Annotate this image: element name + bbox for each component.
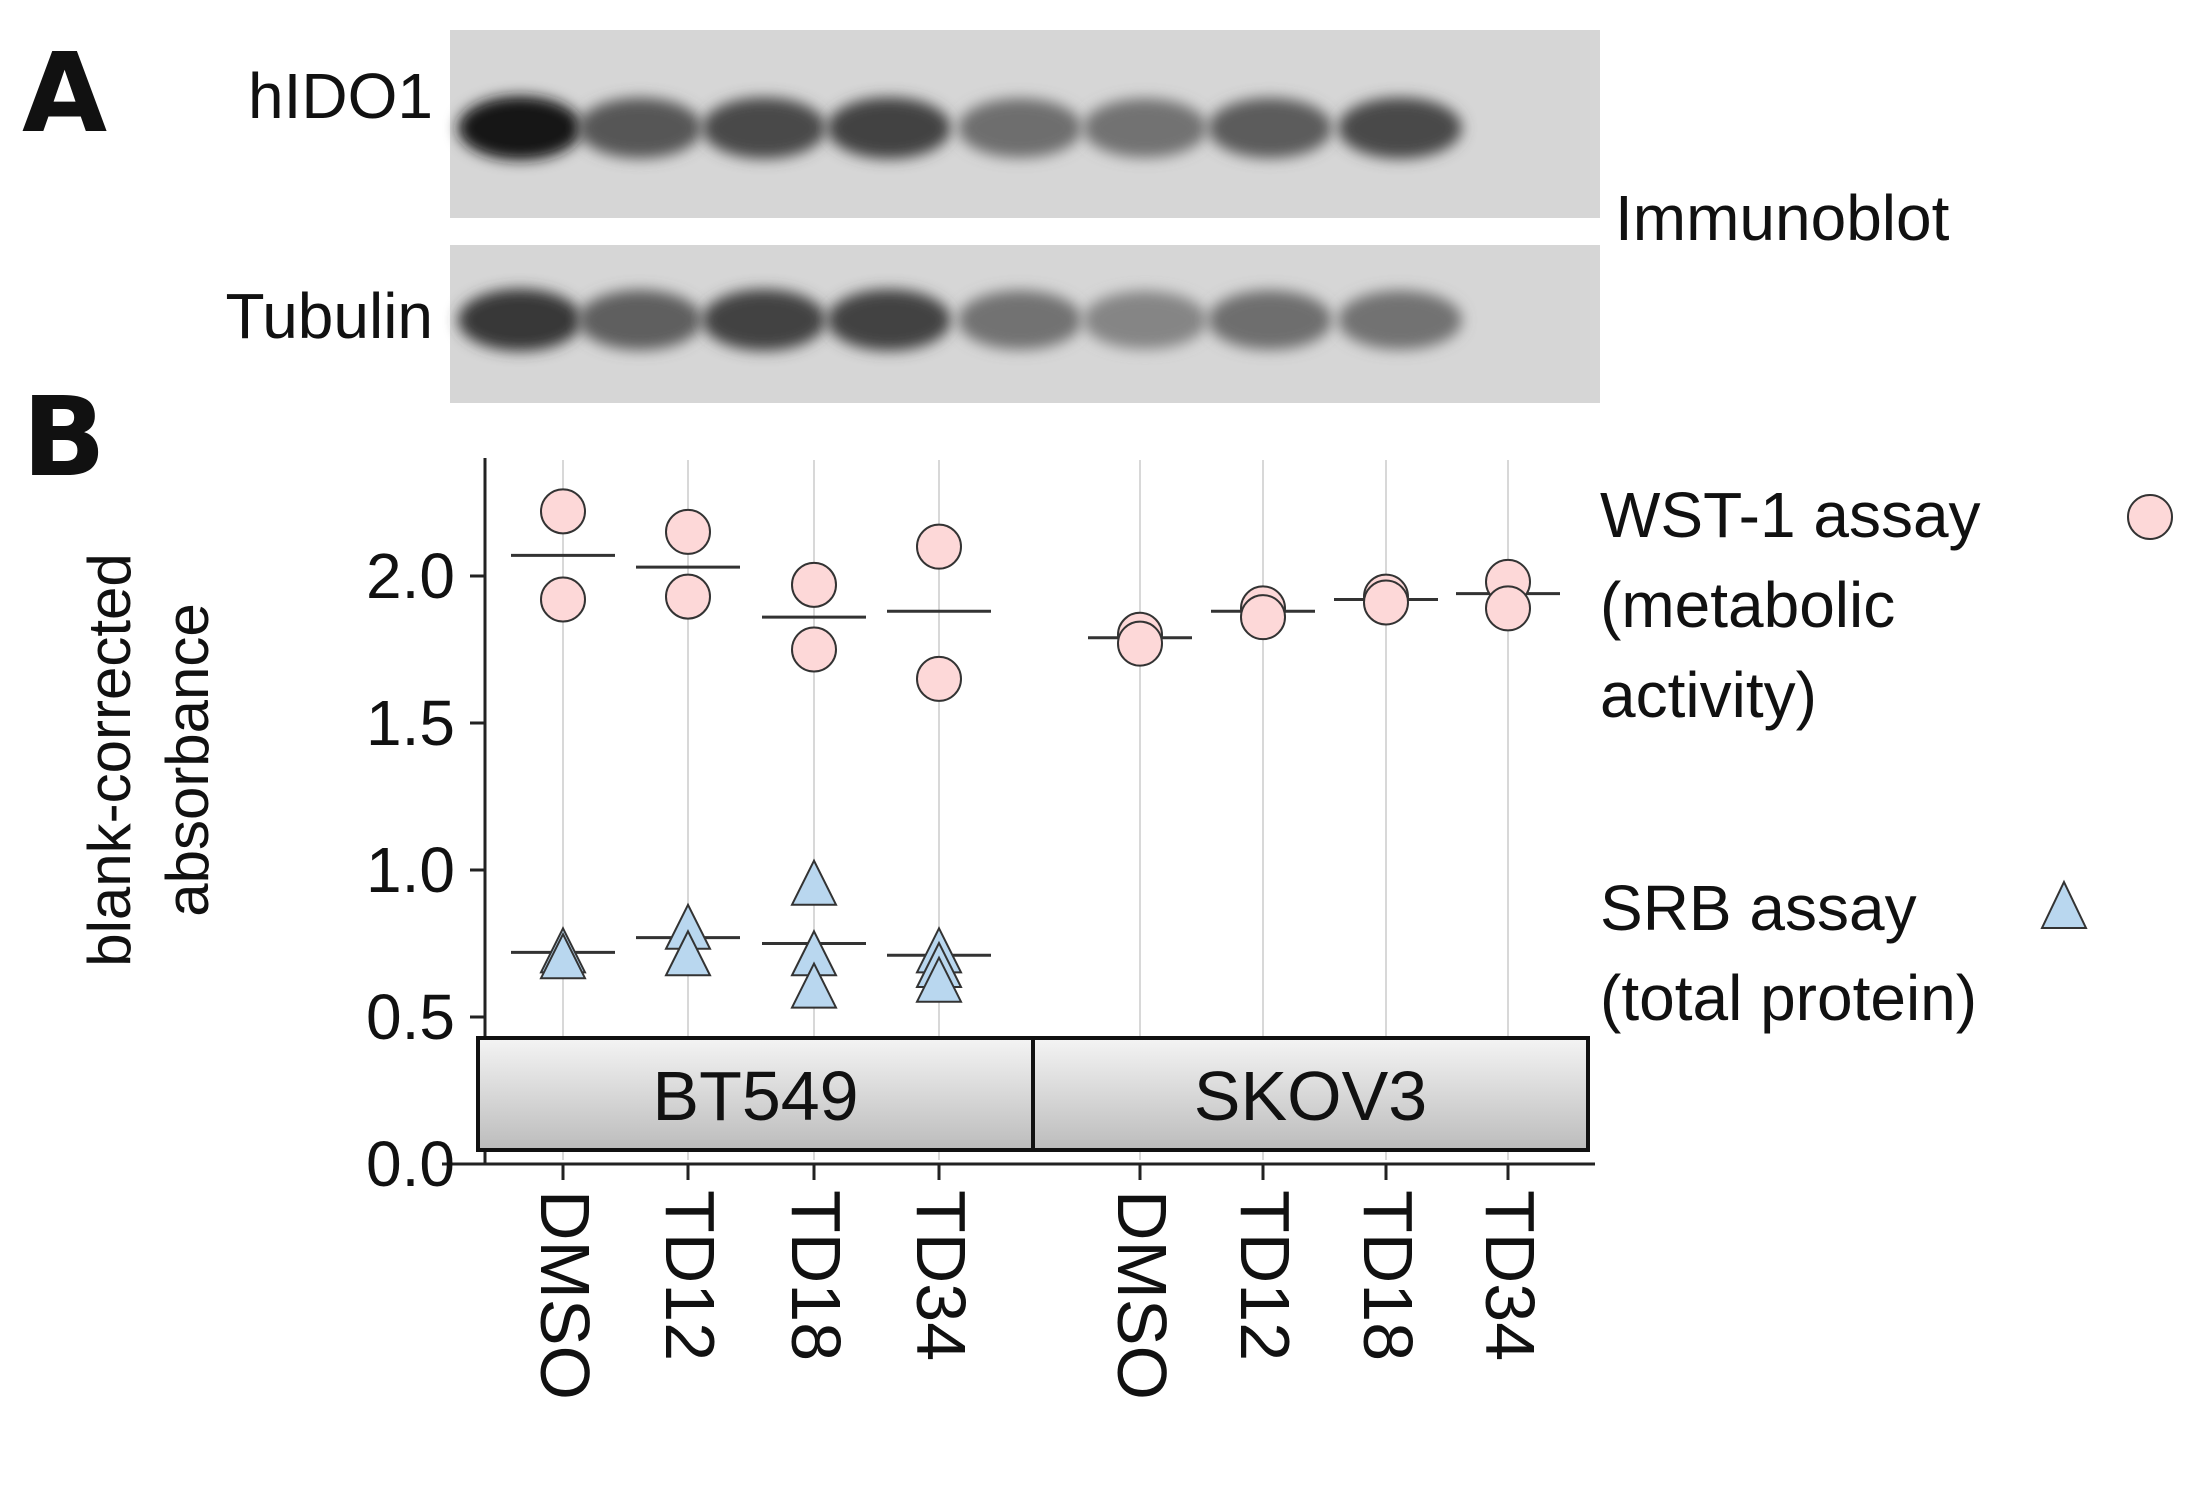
data-point-circle bbox=[1485, 585, 1531, 632]
data-point-circle bbox=[916, 523, 962, 570]
x-tick-label: TD12 bbox=[651, 1190, 729, 1361]
y-axis-label-line-2: absorbance bbox=[154, 603, 221, 917]
legend-wst1-sub-2: activity) bbox=[1600, 659, 1817, 731]
blot-band bbox=[1083, 98, 1207, 158]
panel-a-letter: A bbox=[22, 29, 108, 157]
blot-band bbox=[958, 98, 1082, 158]
legend-wst1-sub-1: (metabolic bbox=[1600, 569, 1895, 641]
blot-band bbox=[702, 97, 826, 159]
group-label: BT549 bbox=[652, 1057, 858, 1135]
data-point-circle bbox=[791, 626, 837, 673]
blot-label-hido1: hIDO1 bbox=[248, 60, 433, 132]
blot-band bbox=[1338, 97, 1462, 159]
blot-band bbox=[578, 97, 702, 159]
data-point-triangle bbox=[790, 961, 838, 1009]
blot-band bbox=[458, 96, 582, 160]
legend: WST-1 assay (metabolic activity) SRB ass… bbox=[1600, 479, 2173, 1034]
legend-wst1-marker bbox=[2127, 494, 2173, 540]
data-point-circle bbox=[1363, 579, 1409, 626]
group-box bbox=[1031, 1036, 1590, 1152]
data-point-triangle bbox=[790, 858, 838, 906]
panel-b-letter: B bbox=[22, 373, 106, 501]
blot-band bbox=[1208, 290, 1332, 350]
x-tick-label: TD34 bbox=[902, 1190, 980, 1361]
data-point-circle bbox=[540, 576, 586, 623]
data-point-triangle bbox=[539, 931, 587, 980]
blot-title: Immunoblot bbox=[1615, 182, 1950, 254]
blot-band bbox=[1338, 290, 1462, 350]
legend-srb-sub-1: (total protein) bbox=[1600, 962, 1977, 1034]
x-tick-label: TD18 bbox=[1349, 1190, 1427, 1361]
blot-band bbox=[827, 97, 951, 159]
group-label: SKOV3 bbox=[1194, 1057, 1427, 1135]
blot-label-tubulin: Tubulin bbox=[225, 280, 433, 352]
legend-wst1-label: WST-1 assay bbox=[1600, 479, 1981, 551]
data-point-circle bbox=[791, 561, 837, 608]
blot-band bbox=[702, 289, 826, 351]
data-point-triangle bbox=[915, 955, 963, 1003]
data-point-triangle bbox=[664, 929, 712, 977]
x-tick-label: DMSO bbox=[1103, 1190, 1181, 1400]
x-tick-label: TD12 bbox=[1226, 1190, 1304, 1361]
data-point-circle bbox=[665, 573, 711, 620]
y-tick-label: 0.5 bbox=[366, 981, 455, 1053]
chart: 0.0 0.5 1.0 1.5 2.0 BT549 SKOV3 DMSO TD12 TD18 T… bbox=[76, 458, 1595, 1400]
data-point-circle bbox=[916, 655, 962, 702]
legend-srb-marker bbox=[2040, 879, 2088, 929]
immunoblot: hIDO1 Tubulin Immunoblot bbox=[225, 30, 1950, 403]
x-tick-label: TD18 bbox=[777, 1190, 855, 1361]
x-tick-label: DMSO bbox=[526, 1190, 604, 1400]
blot-band bbox=[827, 289, 951, 351]
blot-band bbox=[1083, 290, 1207, 350]
blot-band bbox=[578, 289, 702, 351]
data-point-circle bbox=[1240, 594, 1286, 641]
data-point-circle bbox=[1117, 620, 1163, 667]
y-tick-label: 2.0 bbox=[366, 540, 455, 612]
data-point-circle bbox=[540, 488, 586, 535]
blot-band bbox=[1208, 97, 1332, 159]
y-tick-label: 1.0 bbox=[366, 834, 455, 906]
y-axis-label-line-1: blank-corrected bbox=[76, 553, 143, 967]
x-tick-label: TD34 bbox=[1471, 1190, 1549, 1361]
y-tick-label: 1.5 bbox=[366, 687, 455, 759]
legend-srb-label: SRB assay bbox=[1600, 872, 1917, 944]
data-point-circle bbox=[665, 508, 711, 555]
blot-band bbox=[958, 290, 1082, 350]
blot-band bbox=[458, 288, 582, 352]
y-tick-label: 0.0 bbox=[366, 1128, 455, 1200]
